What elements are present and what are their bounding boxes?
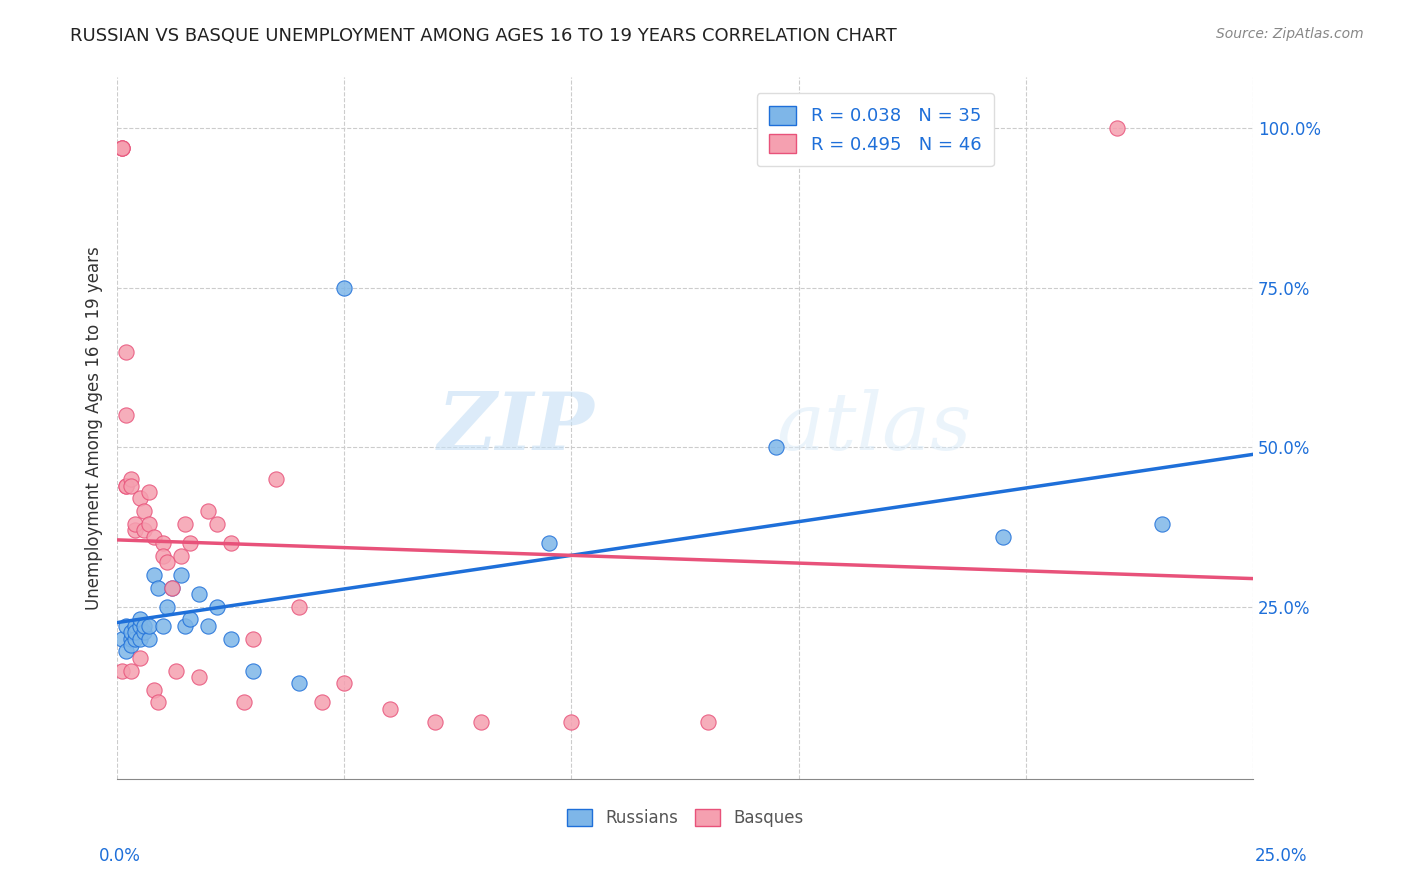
Point xyxy=(134,504,156,518)
Point xyxy=(1105,121,1128,136)
Point xyxy=(124,625,146,640)
Point xyxy=(188,587,211,601)
Point xyxy=(560,714,582,729)
Point xyxy=(537,536,560,550)
Point xyxy=(197,504,219,518)
Point xyxy=(156,599,179,614)
Point xyxy=(115,478,138,492)
Point xyxy=(205,516,228,531)
Point xyxy=(129,632,152,646)
Point xyxy=(152,549,174,563)
Point xyxy=(1150,516,1173,531)
Point xyxy=(378,702,401,716)
Point xyxy=(129,650,152,665)
Y-axis label: Unemployment Among Ages 16 to 19 years: Unemployment Among Ages 16 to 19 years xyxy=(86,246,103,610)
Point xyxy=(288,676,311,690)
Point xyxy=(115,644,138,658)
Point xyxy=(120,632,142,646)
Point xyxy=(242,664,264,678)
Legend: Russians, Basques: Russians, Basques xyxy=(560,802,810,834)
Point xyxy=(156,555,179,569)
Text: 0.0%: 0.0% xyxy=(98,847,141,865)
Point xyxy=(134,619,156,633)
Text: 25.0%: 25.0% xyxy=(1256,847,1308,865)
Point xyxy=(138,485,160,500)
Point xyxy=(111,140,134,154)
Text: Source: ZipAtlas.com: Source: ZipAtlas.com xyxy=(1216,27,1364,41)
Point xyxy=(696,714,718,729)
Text: RUSSIAN VS BASQUE UNEMPLOYMENT AMONG AGES 16 TO 19 YEARS CORRELATION CHART: RUSSIAN VS BASQUE UNEMPLOYMENT AMONG AGE… xyxy=(70,27,897,45)
Point xyxy=(146,695,169,709)
Point xyxy=(124,523,146,537)
Point xyxy=(115,478,138,492)
Point xyxy=(138,516,160,531)
Point xyxy=(111,140,134,154)
Point xyxy=(111,140,134,154)
Point xyxy=(129,619,152,633)
Point xyxy=(120,472,142,486)
Point xyxy=(425,714,447,729)
Point xyxy=(197,619,219,633)
Text: atlas: atlas xyxy=(776,390,972,467)
Point xyxy=(120,478,142,492)
Point xyxy=(205,599,228,614)
Point xyxy=(115,409,138,423)
Point xyxy=(115,619,138,633)
Point xyxy=(124,516,146,531)
Point xyxy=(311,695,333,709)
Point xyxy=(174,516,197,531)
Point xyxy=(333,676,356,690)
Point xyxy=(170,567,193,582)
Point xyxy=(124,632,146,646)
Point xyxy=(152,619,174,633)
Point xyxy=(219,536,242,550)
Point xyxy=(264,472,287,486)
Point xyxy=(233,695,256,709)
Point xyxy=(179,612,201,626)
Point xyxy=(219,632,242,646)
Point xyxy=(242,632,264,646)
Point xyxy=(115,344,138,359)
Point xyxy=(333,281,356,295)
Point xyxy=(165,664,187,678)
Point xyxy=(120,625,142,640)
Point xyxy=(174,619,197,633)
Point xyxy=(120,638,142,652)
Point xyxy=(111,632,134,646)
Text: ZIP: ZIP xyxy=(437,390,595,467)
Point xyxy=(470,714,492,729)
Point xyxy=(134,625,156,640)
Point xyxy=(129,491,152,506)
Point xyxy=(765,440,787,454)
Point xyxy=(111,664,134,678)
Point xyxy=(134,523,156,537)
Point xyxy=(142,567,165,582)
Point xyxy=(179,536,201,550)
Point xyxy=(142,530,165,544)
Point xyxy=(142,682,165,697)
Point xyxy=(188,670,211,684)
Point xyxy=(170,549,193,563)
Point xyxy=(160,581,183,595)
Point xyxy=(160,581,183,595)
Point xyxy=(288,599,311,614)
Point xyxy=(138,632,160,646)
Point xyxy=(991,530,1014,544)
Point xyxy=(146,581,169,595)
Point xyxy=(120,664,142,678)
Point xyxy=(138,619,160,633)
Point xyxy=(152,536,174,550)
Point xyxy=(124,619,146,633)
Point xyxy=(129,612,152,626)
